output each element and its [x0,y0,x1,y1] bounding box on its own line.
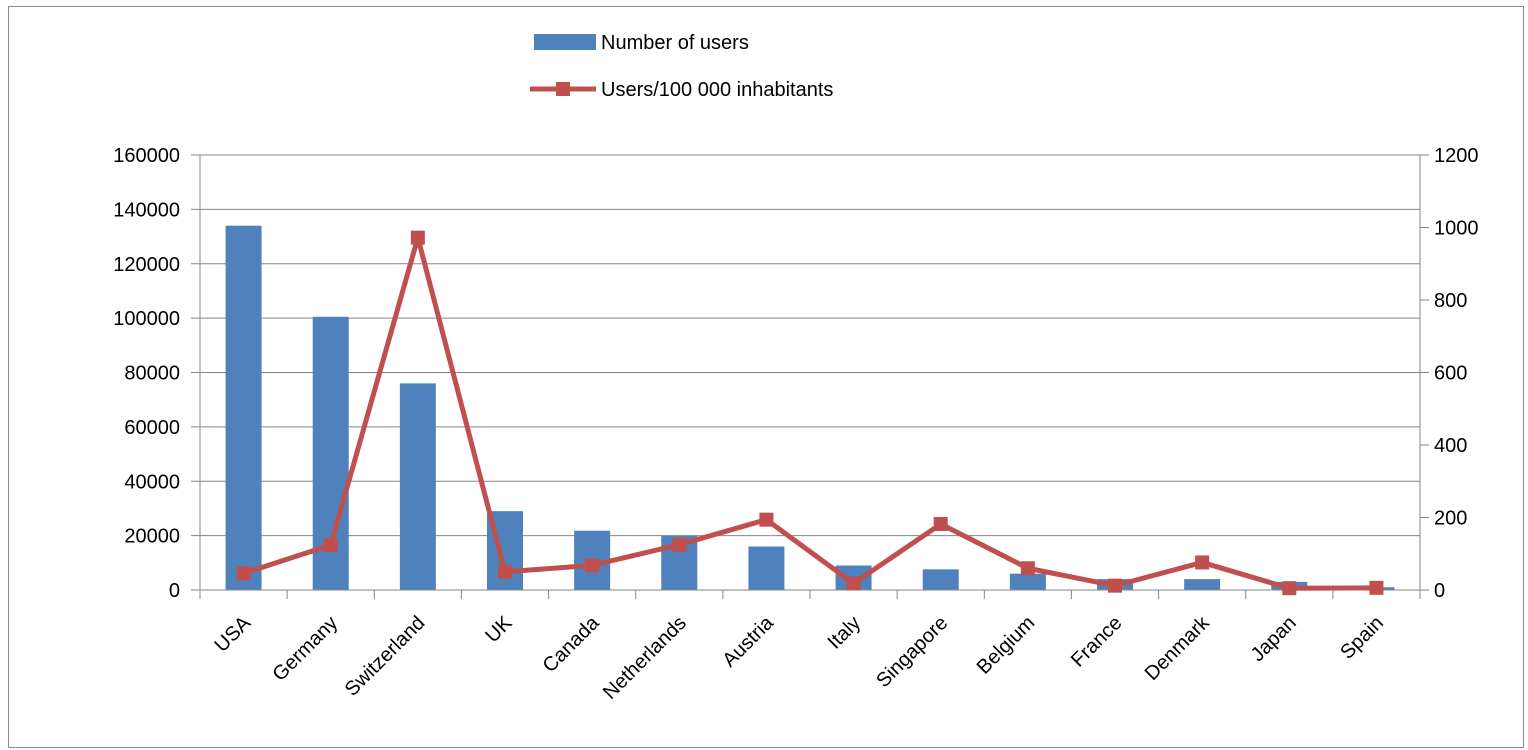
bar [748,546,785,590]
line-marker [1369,580,1384,595]
line-marker [759,512,774,527]
line-marker [498,564,512,579]
y-left-tick-label: 100000 [113,308,180,330]
bar [922,569,959,590]
legend-swatch-bar [534,34,596,50]
bar [1184,579,1221,590]
x-tick-label: USA [210,612,255,657]
y-left-tick-label: 140000 [113,199,180,221]
bar [1009,573,1046,590]
x-tick-label: Singapore [872,612,952,692]
x-tick-label: Switzerland [341,612,430,701]
line-marker [323,538,338,553]
line-marker [1108,578,1122,593]
line-marker [846,576,861,591]
x-tick-label: Austria [718,611,778,671]
line-marker [585,558,600,573]
x-tick-label: Denmark [1141,611,1215,685]
x-tick-label: Italy [824,612,865,653]
x-tick-label: UK [481,612,517,648]
line-marker [410,230,425,245]
y-left-tick-label: 160000 [113,145,180,167]
y-left-tick-label: 40000 [124,471,180,493]
y-right-tick-label: 400 [1434,435,1467,457]
x-tick-label: Netherlands [599,612,691,704]
y-left-tick-label: 120000 [113,254,180,276]
y-right-tick-label: 200 [1434,508,1467,530]
legend-label: Users/100 000 inhabitants [601,79,833,101]
x-tick-label: Germany [269,612,343,686]
y-right-tick-label: 1200 [1434,145,1479,167]
legend-label: Number of users [601,32,749,54]
y-left-tick-label: 20000 [124,526,180,548]
bar [399,383,436,590]
legend-swatch-marker [556,82,570,96]
y-right-tick-label: 800 [1434,290,1467,312]
line-marker [933,517,948,532]
bar [225,225,262,590]
y-left-tick-label: 60000 [124,417,180,439]
y-right-tick-label: 600 [1434,363,1467,385]
y-right-tick-label: 1000 [1434,218,1479,240]
x-tick-label: France [1067,612,1127,672]
line-series [242,235,1377,591]
line-marker [1282,581,1297,596]
x-tick-label: Canada [539,611,605,677]
y-left-tick-label: 80000 [124,363,180,385]
x-tick-label: Spain [1336,612,1388,664]
x-tick-label: Belgium [973,612,1040,679]
line-marker [1195,555,1210,570]
y-left-tick-label: 0 [169,580,180,602]
y-right-tick-label: 0 [1434,580,1445,602]
line-marker [1020,561,1035,576]
line-marker [672,537,687,552]
x-tick-label: Japan [1247,612,1301,666]
line-marker [236,566,251,581]
